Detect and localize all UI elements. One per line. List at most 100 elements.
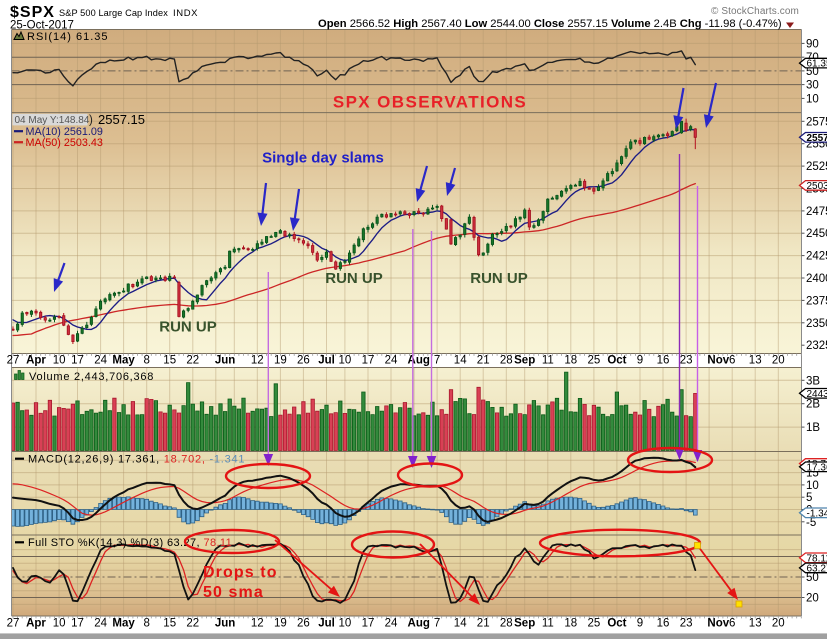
- svg-text:22: 22: [186, 618, 199, 630]
- svg-text:Open 2566.52 High 2567.40 Low: Open 2566.52 High 2567.40 Low 2544.00 Cl…: [318, 18, 782, 30]
- svg-text:21: 21: [477, 355, 490, 367]
- svg-text:RUN UP: RUN UP: [325, 270, 383, 287]
- svg-text:10: 10: [806, 93, 819, 105]
- svg-text:15: 15: [163, 355, 176, 367]
- svg-text:2475: 2475: [806, 206, 827, 218]
- svg-text:6: 6: [729, 618, 735, 630]
- svg-text:7: 7: [434, 355, 440, 367]
- svg-text:17: 17: [362, 618, 375, 630]
- svg-text:SPX OBSERVATIONS: SPX OBSERVATIONS: [333, 93, 527, 112]
- svg-text:Aug: Aug: [408, 355, 430, 367]
- svg-text:25-Oct-2017: 25-Oct-2017: [10, 20, 74, 32]
- svg-text:Drops to: Drops to: [203, 564, 278, 581]
- svg-text:2375: 2375: [806, 295, 827, 307]
- svg-text:8: 8: [143, 355, 149, 367]
- svg-text:20: 20: [772, 618, 785, 630]
- svg-text:Oct: Oct: [607, 618, 626, 630]
- svg-text:20: 20: [806, 593, 819, 605]
- svg-text:24: 24: [94, 355, 107, 367]
- svg-text:Jun: Jun: [215, 618, 235, 630]
- svg-text:Jul: Jul: [318, 355, 335, 367]
- svg-text:2503: 2503: [807, 181, 827, 192]
- svg-text:27: 27: [7, 618, 20, 630]
- svg-text:19: 19: [274, 618, 287, 630]
- svg-text:17: 17: [362, 355, 375, 367]
- svg-text:30: 30: [806, 80, 819, 92]
- svg-text:28: 28: [500, 618, 513, 630]
- svg-text:13: 13: [749, 355, 762, 367]
- svg-text:2325: 2325: [806, 340, 827, 352]
- svg-text:RUN UP: RUN UP: [470, 270, 528, 287]
- svg-text:1B: 1B: [806, 422, 820, 434]
- svg-text:14: 14: [454, 618, 467, 630]
- svg-text:MA(50) 2503.43: MA(50) 2503.43: [26, 137, 103, 149]
- svg-text:MACD(12,26,9) 17.361, 18.702,: MACD(12,26,9) 17.361, 18.702, -1.341: [28, 453, 245, 465]
- svg-text:2443: 2443: [807, 389, 827, 400]
- svg-text:Nov: Nov: [707, 618, 729, 630]
- svg-text:9: 9: [637, 355, 643, 367]
- svg-text:2400: 2400: [806, 273, 827, 285]
- svg-text:21: 21: [477, 618, 490, 630]
- svg-text:Apr: Apr: [26, 355, 46, 367]
- svg-text:17.36: 17.36: [807, 462, 827, 473]
- svg-text:): ): [89, 115, 93, 127]
- svg-text:Sep: Sep: [514, 355, 535, 367]
- svg-text:7: 7: [434, 618, 440, 630]
- svg-text:27: 27: [7, 355, 20, 367]
- svg-text:22: 22: [186, 355, 199, 367]
- svg-text:2450: 2450: [806, 228, 827, 240]
- svg-text:25: 25: [588, 355, 601, 367]
- svg-text:8: 8: [143, 618, 149, 630]
- svg-text:Nov: Nov: [707, 355, 729, 367]
- svg-text:10: 10: [806, 480, 819, 492]
- svg-text:2557: 2557: [807, 133, 827, 144]
- svg-text:19: 19: [274, 355, 287, 367]
- svg-text:10: 10: [53, 355, 66, 367]
- svg-text:© StockCharts.com: © StockCharts.com: [711, 6, 799, 17]
- svg-text:17: 17: [71, 355, 84, 367]
- svg-text:25: 25: [588, 618, 601, 630]
- svg-text:Full STO %K(14,3) %D(3) 63.27,: Full STO %K(14,3) %D(3) 63.27, 78.11: [28, 537, 232, 549]
- svg-text:23: 23: [680, 618, 693, 630]
- svg-text:2575: 2575: [806, 116, 827, 128]
- svg-text:12: 12: [251, 618, 264, 630]
- svg-text:May: May: [112, 618, 135, 630]
- svg-text:15: 15: [163, 618, 176, 630]
- svg-text:11: 11: [542, 355, 554, 367]
- svg-text:61.35: 61.35: [807, 59, 827, 70]
- svg-text:10: 10: [339, 355, 352, 367]
- svg-text:20: 20: [772, 355, 785, 367]
- svg-text:INDX: INDX: [173, 8, 198, 19]
- svg-text:63.27: 63.27: [807, 563, 827, 574]
- svg-text:16: 16: [657, 355, 670, 367]
- svg-text:2525: 2525: [806, 161, 827, 173]
- svg-text:Apr: Apr: [26, 618, 46, 630]
- svg-text:6: 6: [729, 355, 735, 367]
- svg-text:18: 18: [564, 618, 577, 630]
- svg-text:18: 18: [564, 355, 577, 367]
- svg-text:26: 26: [297, 618, 310, 630]
- svg-text:10: 10: [53, 618, 66, 630]
- svg-text:23: 23: [680, 355, 693, 367]
- svg-text:24: 24: [94, 618, 107, 630]
- svg-text:24: 24: [385, 618, 398, 630]
- svg-text:Sep: Sep: [514, 618, 535, 630]
- svg-text:11: 11: [542, 618, 554, 630]
- svg-text:2350: 2350: [806, 318, 827, 330]
- svg-text:Single day slams: Single day slams: [262, 150, 384, 167]
- svg-text:Volume 2,443,706,368: Volume 2,443,706,368: [29, 371, 154, 383]
- svg-text:3B: 3B: [806, 375, 820, 387]
- svg-text:S&P 500 Large Cap Index: S&P 500 Large Cap Index: [59, 8, 168, 18]
- svg-text:RSI(14) 61.35: RSI(14) 61.35: [27, 31, 108, 43]
- svg-text:17: 17: [71, 618, 84, 630]
- svg-text:2425: 2425: [806, 251, 827, 263]
- svg-text:04 May Y:148.84: 04 May Y:148.84: [15, 115, 90, 126]
- svg-text:Oct: Oct: [607, 355, 626, 367]
- svg-text:24: 24: [385, 355, 398, 367]
- svg-text:12: 12: [251, 355, 264, 367]
- svg-text:28: 28: [500, 355, 513, 367]
- svg-text:RUN UP: RUN UP: [159, 319, 217, 336]
- svg-text:5: 5: [806, 492, 812, 504]
- svg-text:14: 14: [454, 355, 467, 367]
- svg-text:2557.15: 2557.15: [98, 112, 145, 127]
